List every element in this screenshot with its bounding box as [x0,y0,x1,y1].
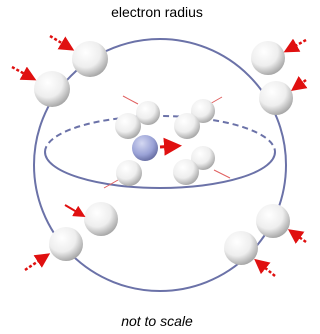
diagram: electron radius [0,0,309,334]
sphere [224,231,258,265]
arrow [160,146,176,147]
sphere [259,81,293,115]
page: {"title": "electron radius", "caption": … [0,0,309,334]
sphere [115,113,141,139]
arrow [50,36,70,48]
sphere [174,113,200,139]
sphere [173,159,199,185]
arrow [123,96,138,104]
arrow [65,205,82,215]
sphere [116,160,142,186]
sphere [49,227,83,261]
arrow [292,232,306,242]
sphere [72,41,108,77]
inner-spheres [104,96,230,188]
arrow [288,40,306,50]
arrow [258,262,275,276]
nucleus [132,135,158,161]
arrow [295,80,306,88]
title: electron radius [111,4,203,20]
equator-front [45,152,275,188]
sphere [34,71,70,107]
arrow [214,170,230,178]
arrow [25,256,46,270]
caption: not to scale [121,313,193,329]
arrow [12,67,32,78]
sphere [251,41,285,75]
sphere [256,204,290,238]
sphere [84,202,118,236]
